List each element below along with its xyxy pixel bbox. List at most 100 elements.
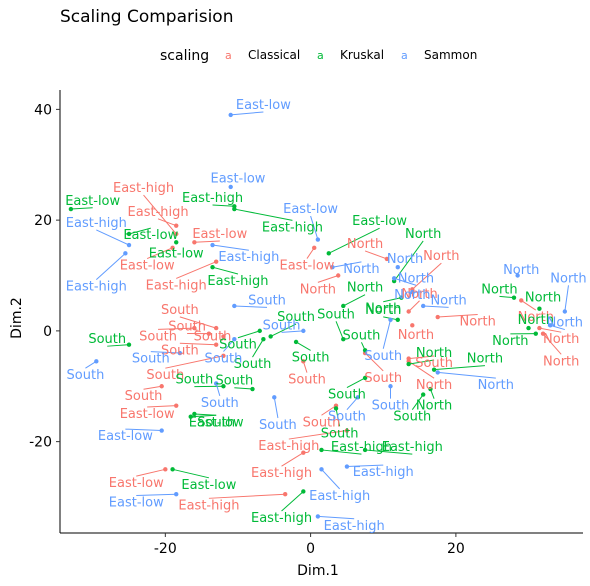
point-label-kruskal: South — [292, 350, 330, 365]
point-classical — [410, 323, 415, 328]
point-sammon — [395, 265, 400, 270]
point-sammon — [94, 359, 99, 364]
leader-line-sammon — [423, 305, 449, 308]
x-tick-label: 0 — [306, 541, 315, 557]
point-sammon — [232, 336, 237, 342]
point-kruskal — [395, 317, 400, 323]
point-kruskal — [126, 231, 132, 237]
point-label-kruskal: North — [492, 334, 528, 349]
leader-line-sammon — [382, 319, 391, 349]
point-classical — [301, 359, 306, 364]
leader-line-classical — [437, 313, 478, 318]
point-label-kruskal: South — [321, 426, 359, 441]
point-label-sammon: East-low — [210, 172, 265, 187]
leader-line-sammon — [317, 515, 355, 520]
y-axis-label: Dim.2 — [9, 297, 25, 339]
leader-line-sammon — [346, 397, 359, 411]
point-kruskal — [257, 328, 262, 334]
point-sammon — [330, 265, 335, 270]
legend-label-sammon: Sammon — [424, 48, 477, 62]
leader-line-kruskal — [128, 227, 151, 235]
point-label-kruskal: South — [175, 373, 213, 388]
point-kruskal — [428, 386, 433, 392]
point-label-sammon: South — [201, 396, 239, 411]
point-label-classical: South — [139, 329, 177, 344]
leader-line-sammon — [550, 324, 565, 331]
point-label-classical: South — [415, 356, 453, 371]
leader-line-kruskal — [346, 377, 366, 389]
point-label-kruskal: South — [343, 328, 381, 343]
y-tick-label: 40 — [34, 102, 52, 118]
point-label-sammon: South — [132, 352, 170, 367]
point-kruskal — [170, 467, 175, 472]
leader-line-classical — [143, 194, 177, 235]
point-sammon — [174, 492, 179, 497]
legend-key-kruskal: a — [317, 49, 324, 62]
point-classical — [206, 331, 212, 336]
point-classical — [435, 314, 440, 320]
leader-line-kruskal — [499, 295, 515, 299]
leader-line-kruskal — [295, 341, 311, 351]
point-label-kruskal: South — [317, 307, 355, 322]
leader-line-kruskal — [434, 365, 485, 371]
leader-line-sammon — [393, 277, 417, 286]
point-classical — [174, 403, 179, 408]
point-classical — [537, 325, 542, 331]
leader-line-sammon — [273, 397, 279, 419]
leader-line-kruskal — [365, 449, 413, 455]
point-label-classical: East-low — [279, 259, 334, 274]
point-kruskal — [221, 384, 226, 389]
point-kruskal — [268, 334, 273, 339]
point-label-kruskal: South — [197, 415, 235, 430]
point-label-sammon: South — [372, 399, 410, 414]
point-sammon — [210, 242, 215, 248]
point-label-kruskal: East-low — [65, 194, 120, 209]
legend: scaling a Classical a Kruskal a Sammon — [160, 48, 477, 64]
leader-line-kruskal — [237, 330, 260, 339]
point-label-classical: East-low — [192, 227, 247, 242]
point-label-kruskal: North — [518, 313, 554, 328]
point-label-sammon: East-low — [283, 202, 338, 217]
leader-line-kruskal — [212, 266, 239, 275]
point-label-classical: South — [161, 303, 199, 318]
point-sammon — [159, 428, 164, 433]
point-label-sammon: North — [478, 378, 514, 393]
point-sammon — [420, 303, 426, 309]
point-label-kruskal: North — [467, 352, 503, 367]
point-label-classical: North — [300, 282, 336, 297]
point-label-kruskal: North — [347, 281, 383, 296]
y-tick-label: 20 — [34, 213, 52, 229]
leader-line-classical — [408, 360, 435, 379]
point-label-sammon: South — [263, 318, 301, 333]
leader-line-classical — [408, 300, 420, 312]
point-kruskal — [126, 342, 132, 347]
point-label-classical: East-low — [120, 407, 175, 422]
point-sammon — [435, 370, 440, 375]
point-label-classical: North — [416, 378, 452, 393]
leader-line-kruskal — [172, 468, 210, 479]
point-sammon — [228, 112, 233, 118]
point-kruskal — [326, 251, 331, 256]
leader-line-classical — [208, 493, 286, 499]
point-label-classical: North — [398, 328, 434, 343]
leader-line-kruskal — [328, 227, 380, 254]
leader-line-kruskal — [411, 394, 424, 411]
point-label-sammon: South — [328, 410, 366, 425]
y-tick-label: 0 — [43, 324, 52, 340]
point-label-sammon: East-low — [98, 429, 153, 444]
leader-line-sammon — [310, 215, 319, 240]
leader-line-classical — [281, 452, 304, 467]
point-label-classical: South — [146, 368, 184, 383]
leader-line-kruskal — [335, 321, 344, 340]
point-classical — [384, 256, 390, 262]
point-kruskal — [68, 206, 74, 212]
point-classical — [159, 384, 164, 389]
point-label-kruskal: South — [219, 338, 257, 353]
point-sammon — [315, 514, 321, 519]
point-label-sammon: North — [343, 262, 379, 277]
leader-line-classical — [364, 352, 384, 372]
point-classical — [312, 245, 317, 251]
x-axis-label: Dim.1 — [297, 563, 339, 579]
leader-line-sammon — [321, 468, 341, 490]
